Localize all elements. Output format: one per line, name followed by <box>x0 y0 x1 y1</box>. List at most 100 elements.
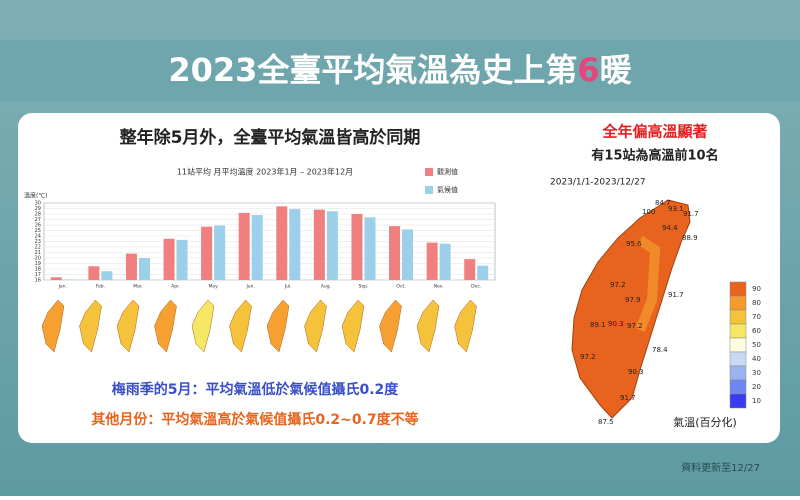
map-shading <box>635 235 661 332</box>
legend-color-box <box>729 309 747 325</box>
taiwan-map <box>571 199 691 419</box>
month-map <box>79 299 102 353</box>
bar <box>163 238 175 280</box>
map-label: 97.2 <box>580 353 596 361</box>
map-label: 100 <box>642 208 655 216</box>
legend-tick-label: 90 <box>752 285 761 293</box>
x-tick-label: Jan. <box>58 284 67 290</box>
color-legend: 90 80 70 60 50 40 30 20 10 <box>729 281 761 409</box>
legend-color-box <box>729 323 747 339</box>
x-tick-label: Apr. <box>171 284 180 290</box>
legend-color-box <box>729 351 747 367</box>
map-label: 91.7 <box>668 291 684 299</box>
map-label: 97.2 <box>610 281 626 289</box>
map-label: 93.1 <box>668 205 684 213</box>
y-tick-label: 26 <box>35 223 41 229</box>
map-label: 91.7 <box>683 210 699 218</box>
month-map <box>379 299 402 353</box>
legend-color-box <box>729 337 747 353</box>
bar <box>426 242 438 280</box>
legend-color-box <box>729 365 747 381</box>
bar <box>251 215 263 280</box>
legend-label: 氣候值 <box>437 185 458 194</box>
title-suffix: 暖 <box>600 51 633 89</box>
map-label: 89.1 <box>590 321 606 329</box>
x-tick-label: Dec. <box>471 284 481 290</box>
legend-color-box <box>729 379 747 395</box>
y-tick-label: 30 <box>35 201 41 207</box>
right-heading: 全年偏高溫顯著 <box>601 123 707 141</box>
legend-label: 觀測值 <box>437 167 458 176</box>
monthly-maps <box>41 299 477 353</box>
map-label: 78.4 <box>652 346 668 354</box>
title-rank: 6 <box>577 51 599 89</box>
x-tick-label: Feb. <box>96 284 105 290</box>
note-other: 其他月份：平均氣溫高於氣候值攝氏0.2~0.7度不等 <box>91 411 418 428</box>
page-title: 2023全臺平均氣溫為史上第6暖 <box>168 51 632 89</box>
map-label: 84.7 <box>655 199 671 207</box>
x-tick-label: Nov. <box>434 284 444 290</box>
month-map <box>341 299 365 353</box>
x-tick-label: Oct. <box>396 284 405 290</box>
month-map <box>154 299 177 353</box>
map-label: 97.2 <box>627 322 643 330</box>
month-map <box>116 299 140 353</box>
bar <box>477 265 489 280</box>
month-map <box>191 299 215 353</box>
x-tick-label: May <box>208 284 218 290</box>
y-axis-label: 溫度(℃) <box>24 192 47 200</box>
legend-color-box <box>729 295 747 311</box>
legend-color-box <box>729 393 747 409</box>
legend-tick-label: 70 <box>752 313 761 321</box>
map-label: 90.3 <box>608 320 624 328</box>
month-map <box>41 299 65 353</box>
bar <box>63 279 75 280</box>
x-tick-label: Aug. <box>321 284 331 290</box>
y-tick-label: 28 <box>35 212 41 218</box>
x-tick-label: Jun. <box>245 284 254 290</box>
bar <box>138 258 150 280</box>
legend-tick-label: 60 <box>752 327 761 335</box>
y-tick-label: 24 <box>35 234 41 240</box>
legend-swatch <box>425 186 433 194</box>
note-may: 梅雨季的5月：平均氣溫低於氣候值攝氏0.2度 <box>112 381 400 398</box>
month-map <box>454 299 477 353</box>
map-label: 95.6 <box>626 240 642 248</box>
legend-swatch <box>425 168 433 176</box>
title-prefix: 2023全臺平均氣溫為史上第 <box>168 51 577 89</box>
y-tick-label: 25 <box>35 228 41 234</box>
x-tick-label: Mar. <box>133 284 143 290</box>
month-map <box>266 299 290 353</box>
bar <box>50 277 62 280</box>
bar <box>439 243 451 280</box>
map-label: 97.9 <box>625 296 641 304</box>
y-tick-label: 18 <box>35 267 41 273</box>
bar <box>276 206 288 280</box>
bar <box>201 226 213 280</box>
map-labels: 100 84.7 93.1 91.7 94.4 88.9 95.6 97.2 9… <box>580 199 699 426</box>
bar <box>101 271 113 280</box>
bar <box>326 211 338 280</box>
x-tick-label: Sep. <box>358 284 368 290</box>
chart-title: 11站平均 月平均溫度 2023年1月 – 2023年12月 <box>177 167 353 177</box>
bar <box>289 209 301 280</box>
legend-tick-label: 30 <box>752 369 761 377</box>
month-map <box>304 299 327 353</box>
bar-chart: 11站平均 月平均溫度 2023年1月 – 2023年12月溫度(℃)16171… <box>24 167 496 290</box>
bar <box>389 226 401 280</box>
y-tick-label: 22 <box>35 245 41 251</box>
y-tick-label: 29 <box>35 206 41 212</box>
legend-tick-label: 10 <box>752 397 761 405</box>
y-tick-label: 16 <box>35 278 41 284</box>
bar <box>238 212 250 280</box>
legend-title: 氣溫(百分化) <box>673 415 737 429</box>
legend-tick-label: 20 <box>752 383 761 391</box>
month-map <box>229 299 252 353</box>
map-label: 90.3 <box>628 368 644 376</box>
right-subheading: 有15站為高溫前10名 <box>591 148 718 164</box>
y-tick-label: 20 <box>35 256 41 262</box>
map-label: 94.4 <box>662 224 678 232</box>
y-tick-label: 21 <box>35 250 41 256</box>
bar <box>176 239 188 280</box>
